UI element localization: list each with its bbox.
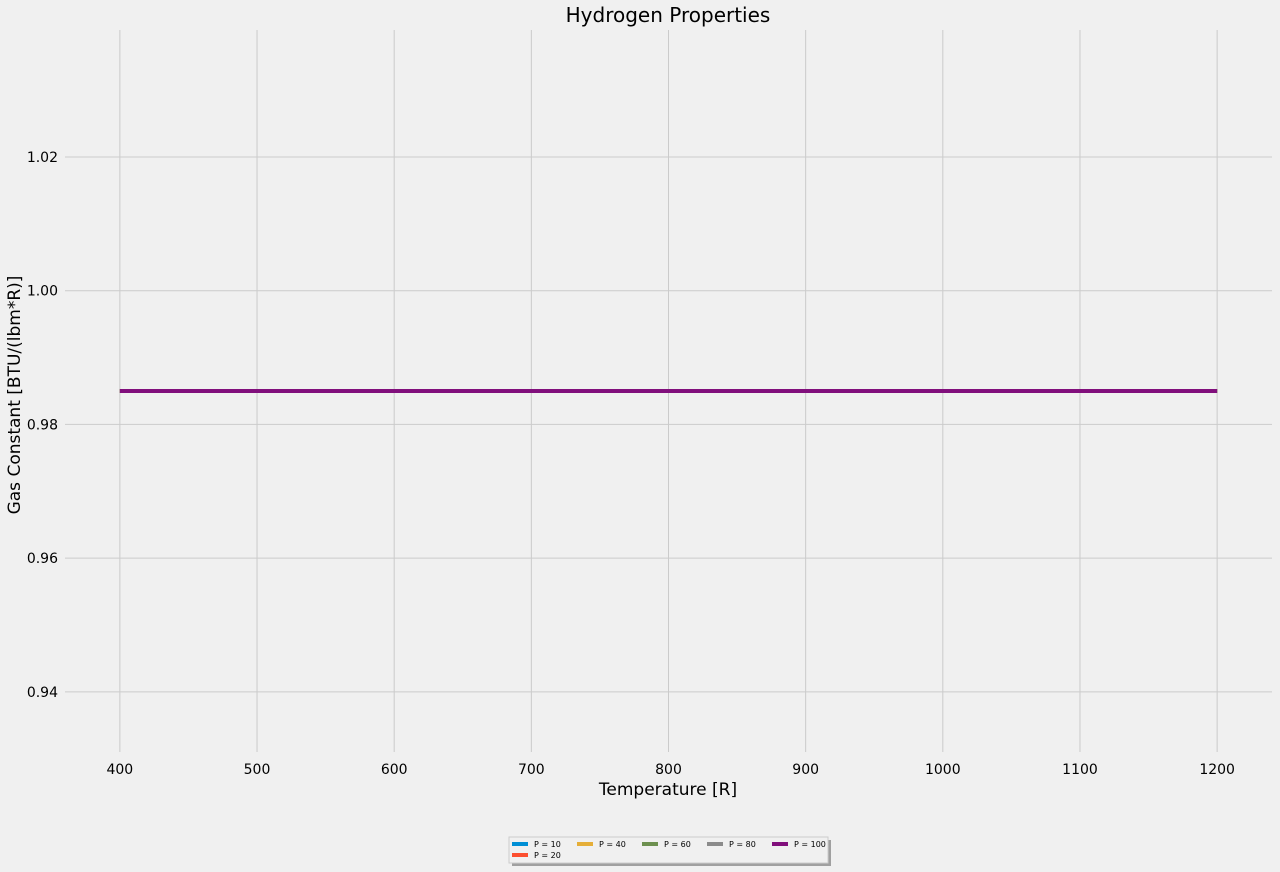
x-tick-label: 900 [792,762,819,778]
legend-label: P = 60 [664,840,691,849]
x-tick-label: 800 [655,762,682,778]
y-tick-label: 0.94 [27,685,58,701]
x-tick-label: 1200 [1199,762,1235,778]
x-tick-label: 400 [106,762,133,778]
y-tick-label: 1.00 [27,284,58,300]
legend-label: P = 80 [729,840,756,849]
y-tick-labels: 0.94 0.96 0.98 1.00 1.02 [27,150,58,701]
legend-box [508,836,829,864]
x-tick-label: 1100 [1062,762,1098,778]
chart-title: Hydrogen Properties [566,3,771,27]
x-tick-label: 600 [381,762,408,778]
legend-label: P = 20 [534,851,561,860]
x-tick-label: 700 [518,762,545,778]
y-tick-label: 0.96 [27,551,58,567]
y-tick-label: 0.98 [27,417,58,433]
y-axis-label: Gas Constant [BTU/(lbm*R)] [5,276,25,515]
legend-label: P = 40 [599,840,626,849]
legend: P = 10 P = 20 P = 40 P = 60 P = 80 P = 100 [508,836,831,866]
legend-label: P = 100 [794,840,826,849]
y-tick-label: 1.02 [27,150,58,166]
x-tick-label: 500 [244,762,271,778]
x-tick-label: 1000 [925,762,961,778]
legend-label: P = 10 [534,840,561,849]
x-tick-labels: 400 500 600 700 800 900 1000 1100 1200 [106,762,1234,778]
x-axis-label: Temperature [R] [598,780,737,800]
